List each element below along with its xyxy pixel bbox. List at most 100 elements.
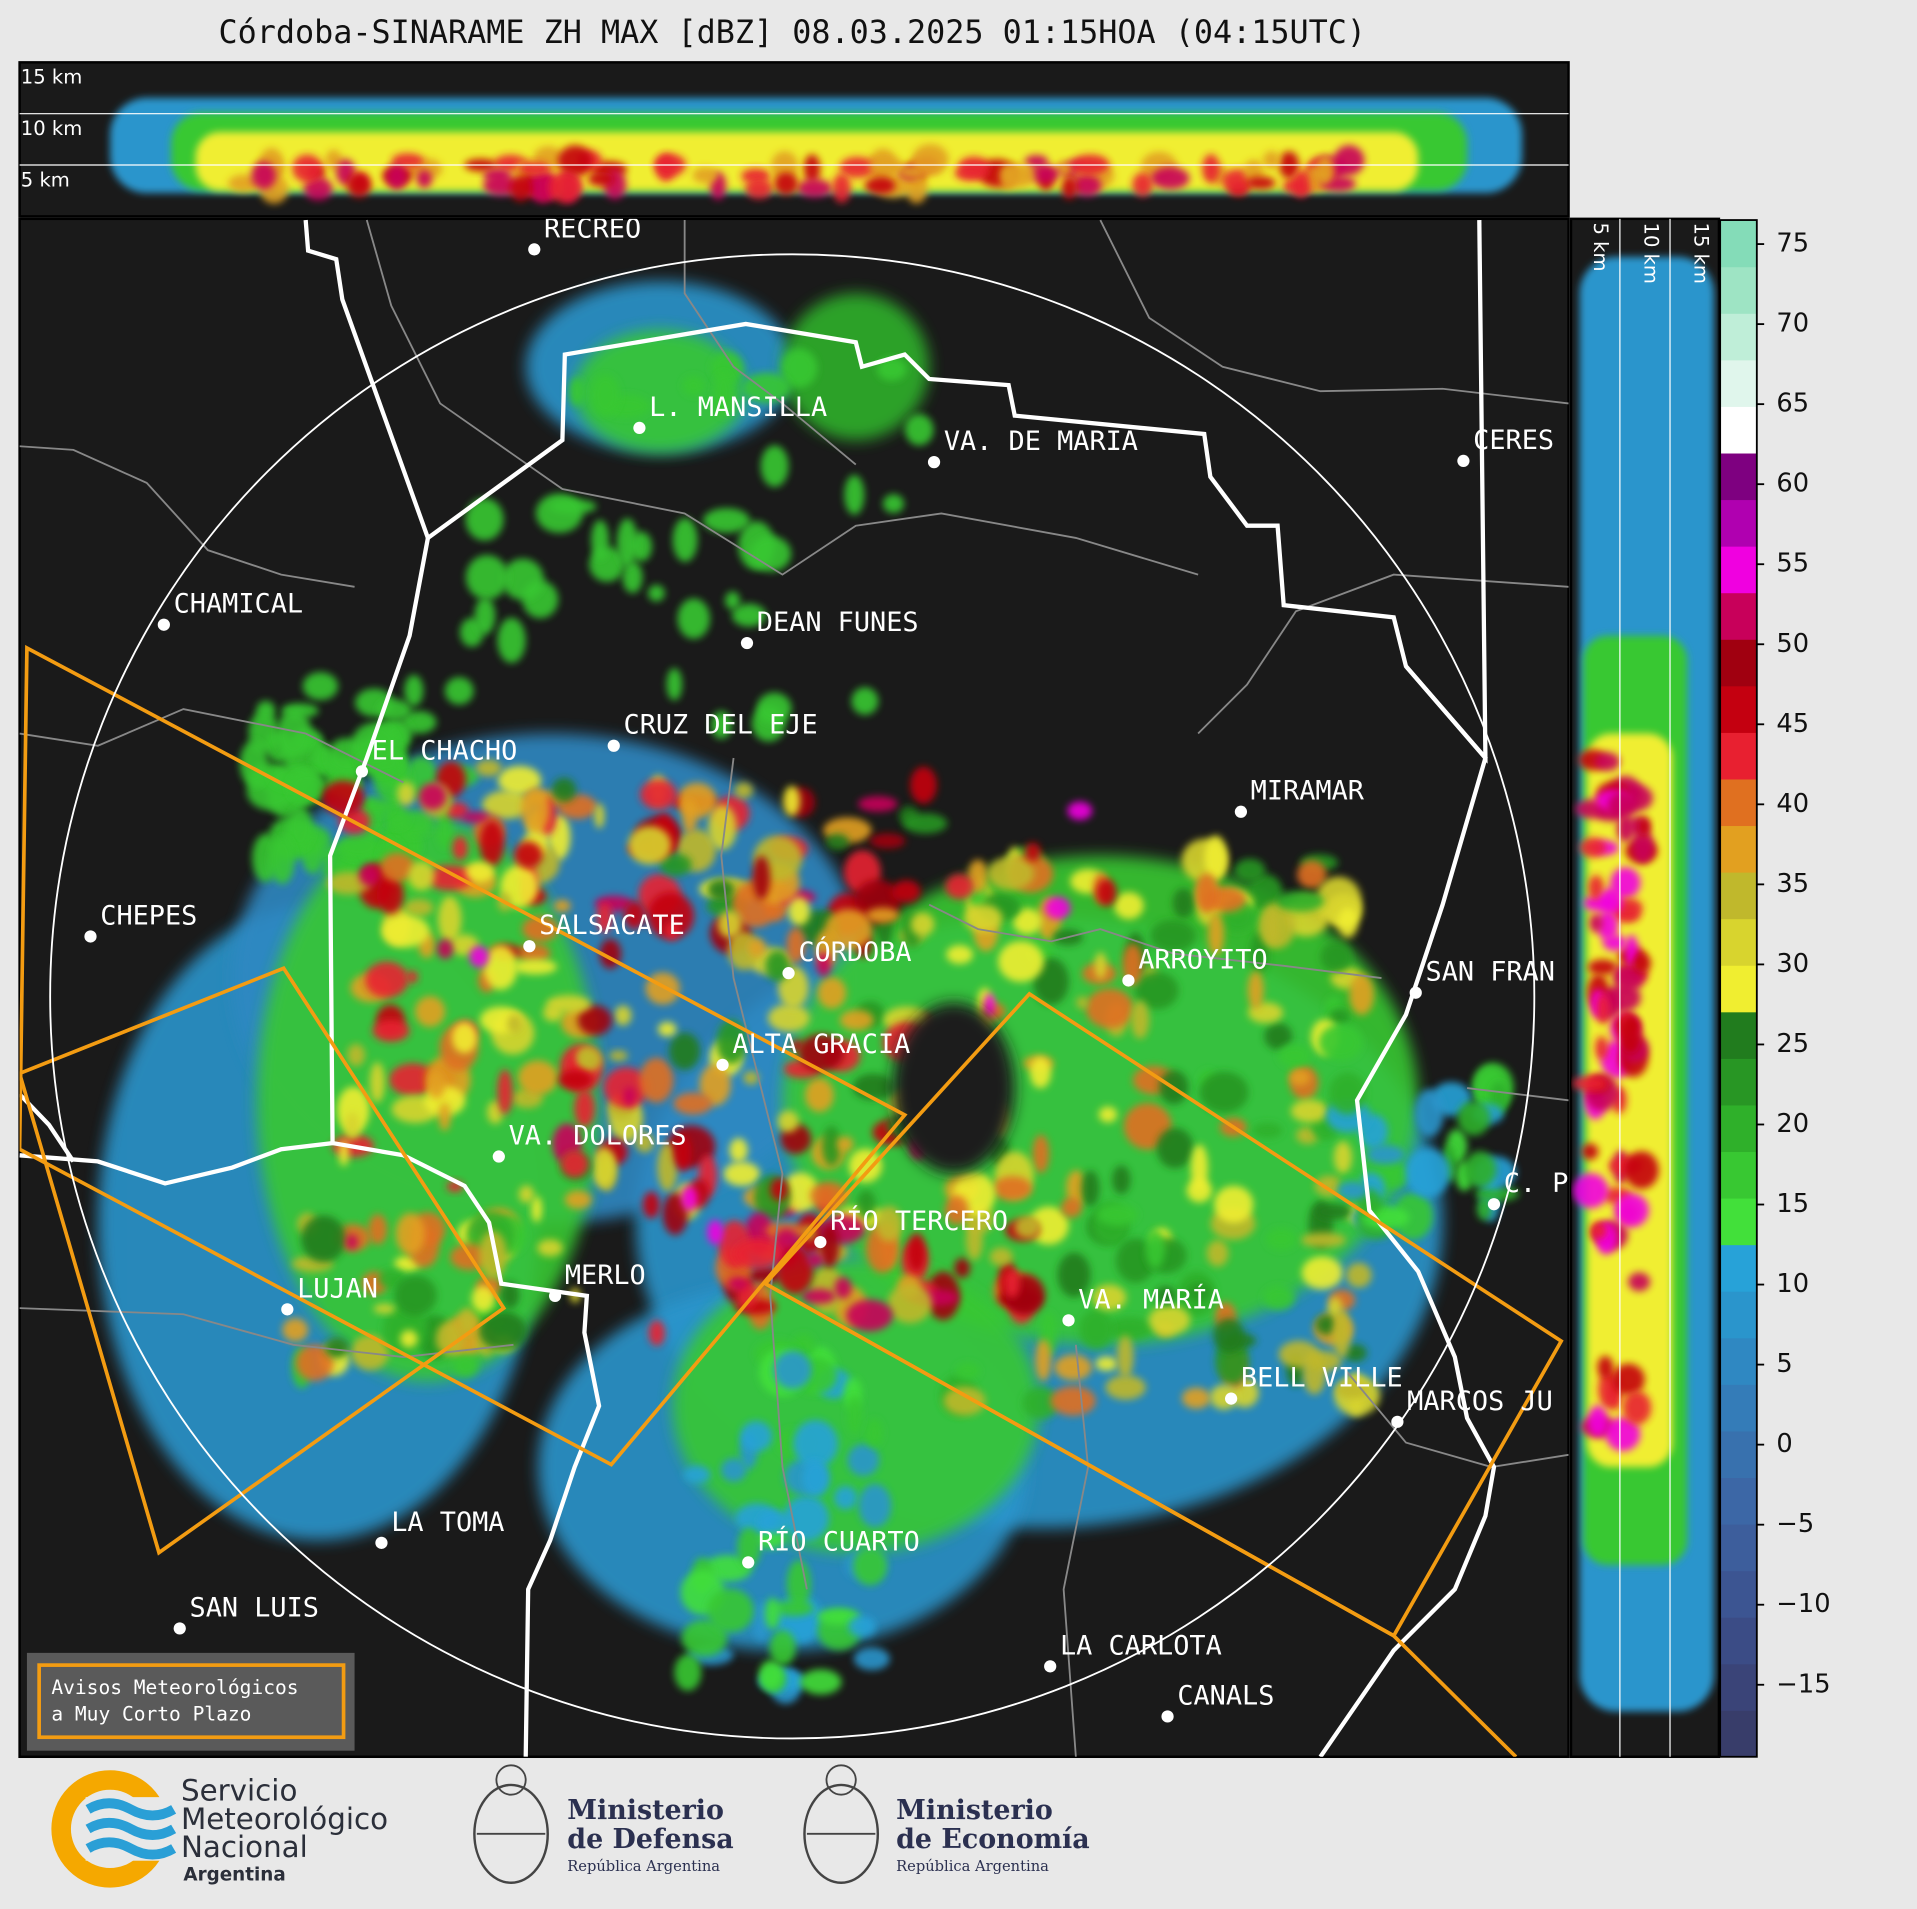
- logo-text: Ministerio: [896, 1795, 1053, 1826]
- echo: [1130, 1000, 1150, 1039]
- city-marker: [1225, 1392, 1238, 1405]
- echo: [776, 1247, 814, 1295]
- echo: [1194, 873, 1219, 913]
- echo: [858, 1483, 892, 1528]
- echo: [591, 374, 620, 416]
- colorbar-tick-label: 40: [1776, 789, 1809, 819]
- echo: [1614, 1193, 1649, 1228]
- city-label: RÍO TERCERO: [830, 1205, 1008, 1237]
- echo: [1595, 1035, 1608, 1060]
- colorbar-tick-label: 50: [1776, 629, 1809, 659]
- echo: [1631, 829, 1654, 864]
- echo: [707, 879, 734, 900]
- echo: [522, 916, 559, 942]
- echo: [616, 518, 638, 568]
- echo: [672, 517, 698, 562]
- echo: [1315, 1314, 1337, 1335]
- echo: [1097, 1203, 1138, 1226]
- echo: [816, 1608, 861, 1625]
- echo: [564, 1190, 592, 1209]
- echo: [752, 855, 771, 900]
- echo: [864, 176, 896, 195]
- echo: [803, 154, 821, 183]
- city-marker: [1122, 974, 1135, 987]
- echo: [681, 1619, 728, 1657]
- echo: [682, 798, 698, 834]
- logo-text: Servicio: [181, 1774, 297, 1808]
- echo: [400, 1330, 418, 1348]
- city-marker: [1457, 454, 1470, 468]
- echo: [876, 357, 907, 381]
- city-marker: [528, 243, 541, 256]
- echo: [673, 1092, 713, 1115]
- colorbar-band: [1720, 1058, 1757, 1106]
- echo: [1151, 166, 1190, 190]
- echo: [337, 1086, 370, 1134]
- echo: [251, 161, 277, 190]
- echo: [707, 1588, 754, 1633]
- colorbar-band: [1720, 1710, 1757, 1758]
- colorbar-tick-label: −5: [1776, 1509, 1814, 1539]
- echo: [337, 833, 380, 860]
- echo: [647, 584, 665, 602]
- city-marker: [173, 1622, 186, 1635]
- echo: [1405, 1148, 1451, 1198]
- echo: [380, 852, 416, 882]
- echo: [444, 677, 474, 705]
- echo: [898, 164, 925, 180]
- colorbar-tick-label: 35: [1776, 869, 1809, 899]
- echo: [497, 765, 542, 795]
- echo: [391, 153, 424, 169]
- height-label: 15 km: [1689, 223, 1712, 284]
- logo-text: Nacional: [181, 1830, 308, 1864]
- echo: [1145, 1229, 1165, 1269]
- echo: [692, 167, 719, 184]
- echo: [548, 171, 583, 204]
- echo: [569, 377, 585, 407]
- echo: [1579, 837, 1607, 858]
- echo: [1337, 907, 1358, 938]
- city-label: CÓRDOBA: [798, 936, 911, 968]
- city-marker: [523, 940, 536, 953]
- echo: [474, 597, 496, 635]
- echo: [1320, 941, 1353, 973]
- colorbar-tick-label: −10: [1776, 1589, 1830, 1619]
- echo: [1234, 858, 1266, 883]
- echo: [1314, 1203, 1353, 1220]
- echo: [1457, 1100, 1491, 1136]
- echo: [287, 806, 313, 850]
- city-label: ARROYITO: [1138, 944, 1267, 975]
- echo: [1076, 996, 1089, 1009]
- echo: [622, 1087, 636, 1107]
- city-label: DEAN FUNES: [757, 607, 919, 638]
- echo: [798, 1034, 844, 1072]
- echo: [1116, 1335, 1134, 1379]
- echo: [964, 904, 1003, 933]
- echo: [451, 1021, 478, 1054]
- echo: [437, 939, 454, 959]
- echo: [1292, 170, 1310, 198]
- echo: [674, 1653, 702, 1691]
- colorbar-band: [1720, 825, 1757, 873]
- echo: [642, 1191, 660, 1219]
- echo: [834, 1277, 852, 1299]
- echo: [788, 896, 811, 926]
- echo: [346, 173, 372, 198]
- echo: [1589, 913, 1603, 933]
- echo: [376, 875, 404, 915]
- echo: [659, 853, 692, 876]
- echo: [1277, 890, 1325, 912]
- echo: [758, 1510, 791, 1534]
- echo: [882, 494, 905, 514]
- echo: [734, 1238, 782, 1270]
- echo: [847, 1444, 880, 1477]
- echo: [869, 833, 906, 849]
- echo: [239, 740, 269, 787]
- echo: [369, 1062, 385, 1103]
- city-label: LUJAN: [297, 1273, 378, 1304]
- echo: [623, 901, 646, 930]
- radar-echoes: [97, 281, 1519, 1704]
- echo: [645, 972, 681, 1005]
- colorbar-band: [1720, 359, 1757, 407]
